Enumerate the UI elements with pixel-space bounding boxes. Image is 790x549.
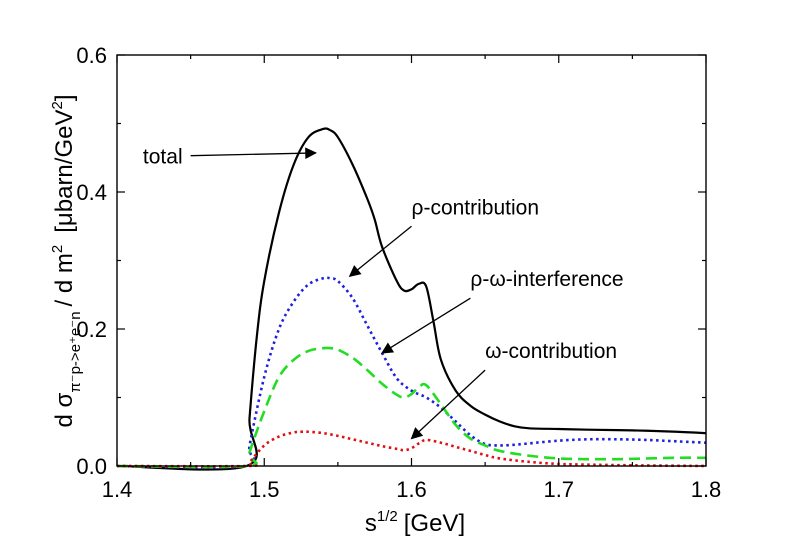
x-tick-label: 1.7 — [543, 477, 574, 502]
y-axis-title-prefix: d σ — [51, 392, 78, 427]
y-axis-title-middle-sup: 2 — [49, 245, 66, 253]
series-line-1 — [116, 276, 707, 469]
x-axis-title-base: s — [365, 510, 377, 537]
annotation-arrow — [190, 147, 317, 160]
annotation-arrow — [348, 225, 412, 277]
plot-frame — [116, 54, 707, 467]
series-line-0 — [116, 127, 707, 471]
y-axis-title-unit-sup: 2 — [49, 101, 66, 109]
annotation-arrow — [381, 297, 471, 354]
axes-layer: 1.4 1.5 1.6 1.7 1.8 0.0 0.2 0.4 0.6 — [76, 43, 721, 502]
y-axis-title-unit-suffix: ] — [51, 95, 78, 102]
y-axis-title-unit-prefix: [μbarn/GeV — [51, 110, 78, 233]
annotation-label: total — [143, 146, 183, 169]
y-tick-label: 0.4 — [76, 180, 107, 205]
annotation-arrow — [410, 369, 486, 440]
y-tick-label: 0.6 — [76, 43, 107, 68]
x-axis-title-unit: [GeV] — [404, 510, 465, 537]
x-tick-label: 1.6 — [396, 477, 427, 502]
x-tick-label: 1.4 — [102, 477, 133, 502]
x-tick-label: 1.5 — [249, 477, 280, 502]
series-layer — [116, 127, 707, 471]
y-axis-title-subscript: π⁻p->e⁺e⁻n — [67, 311, 84, 392]
x-axis-title-sup: 1/2 — [377, 508, 398, 525]
annotation-label: ω-contribution — [485, 340, 617, 363]
annotation-label: ρ-contribution — [412, 196, 540, 219]
y-axis-title-middle: / d m — [51, 253, 78, 306]
series-line-2 — [116, 346, 707, 469]
y-tick-label: 0.2 — [76, 317, 107, 342]
annotation-layer: total ρ-contribution ρ-ω-interference ω-con… — [143, 146, 624, 440]
y-axis-title: d σπ⁻p->e⁺e⁻n/ d m2[μbarn/GeV2] — [49, 95, 84, 428]
x-tick-label: 1.8 — [691, 477, 722, 502]
annotation-label: ρ-ω-interference — [470, 268, 623, 291]
y-tick-label: 0.0 — [76, 454, 107, 479]
x-axis-title: s1/2 [GeV] — [365, 508, 465, 537]
